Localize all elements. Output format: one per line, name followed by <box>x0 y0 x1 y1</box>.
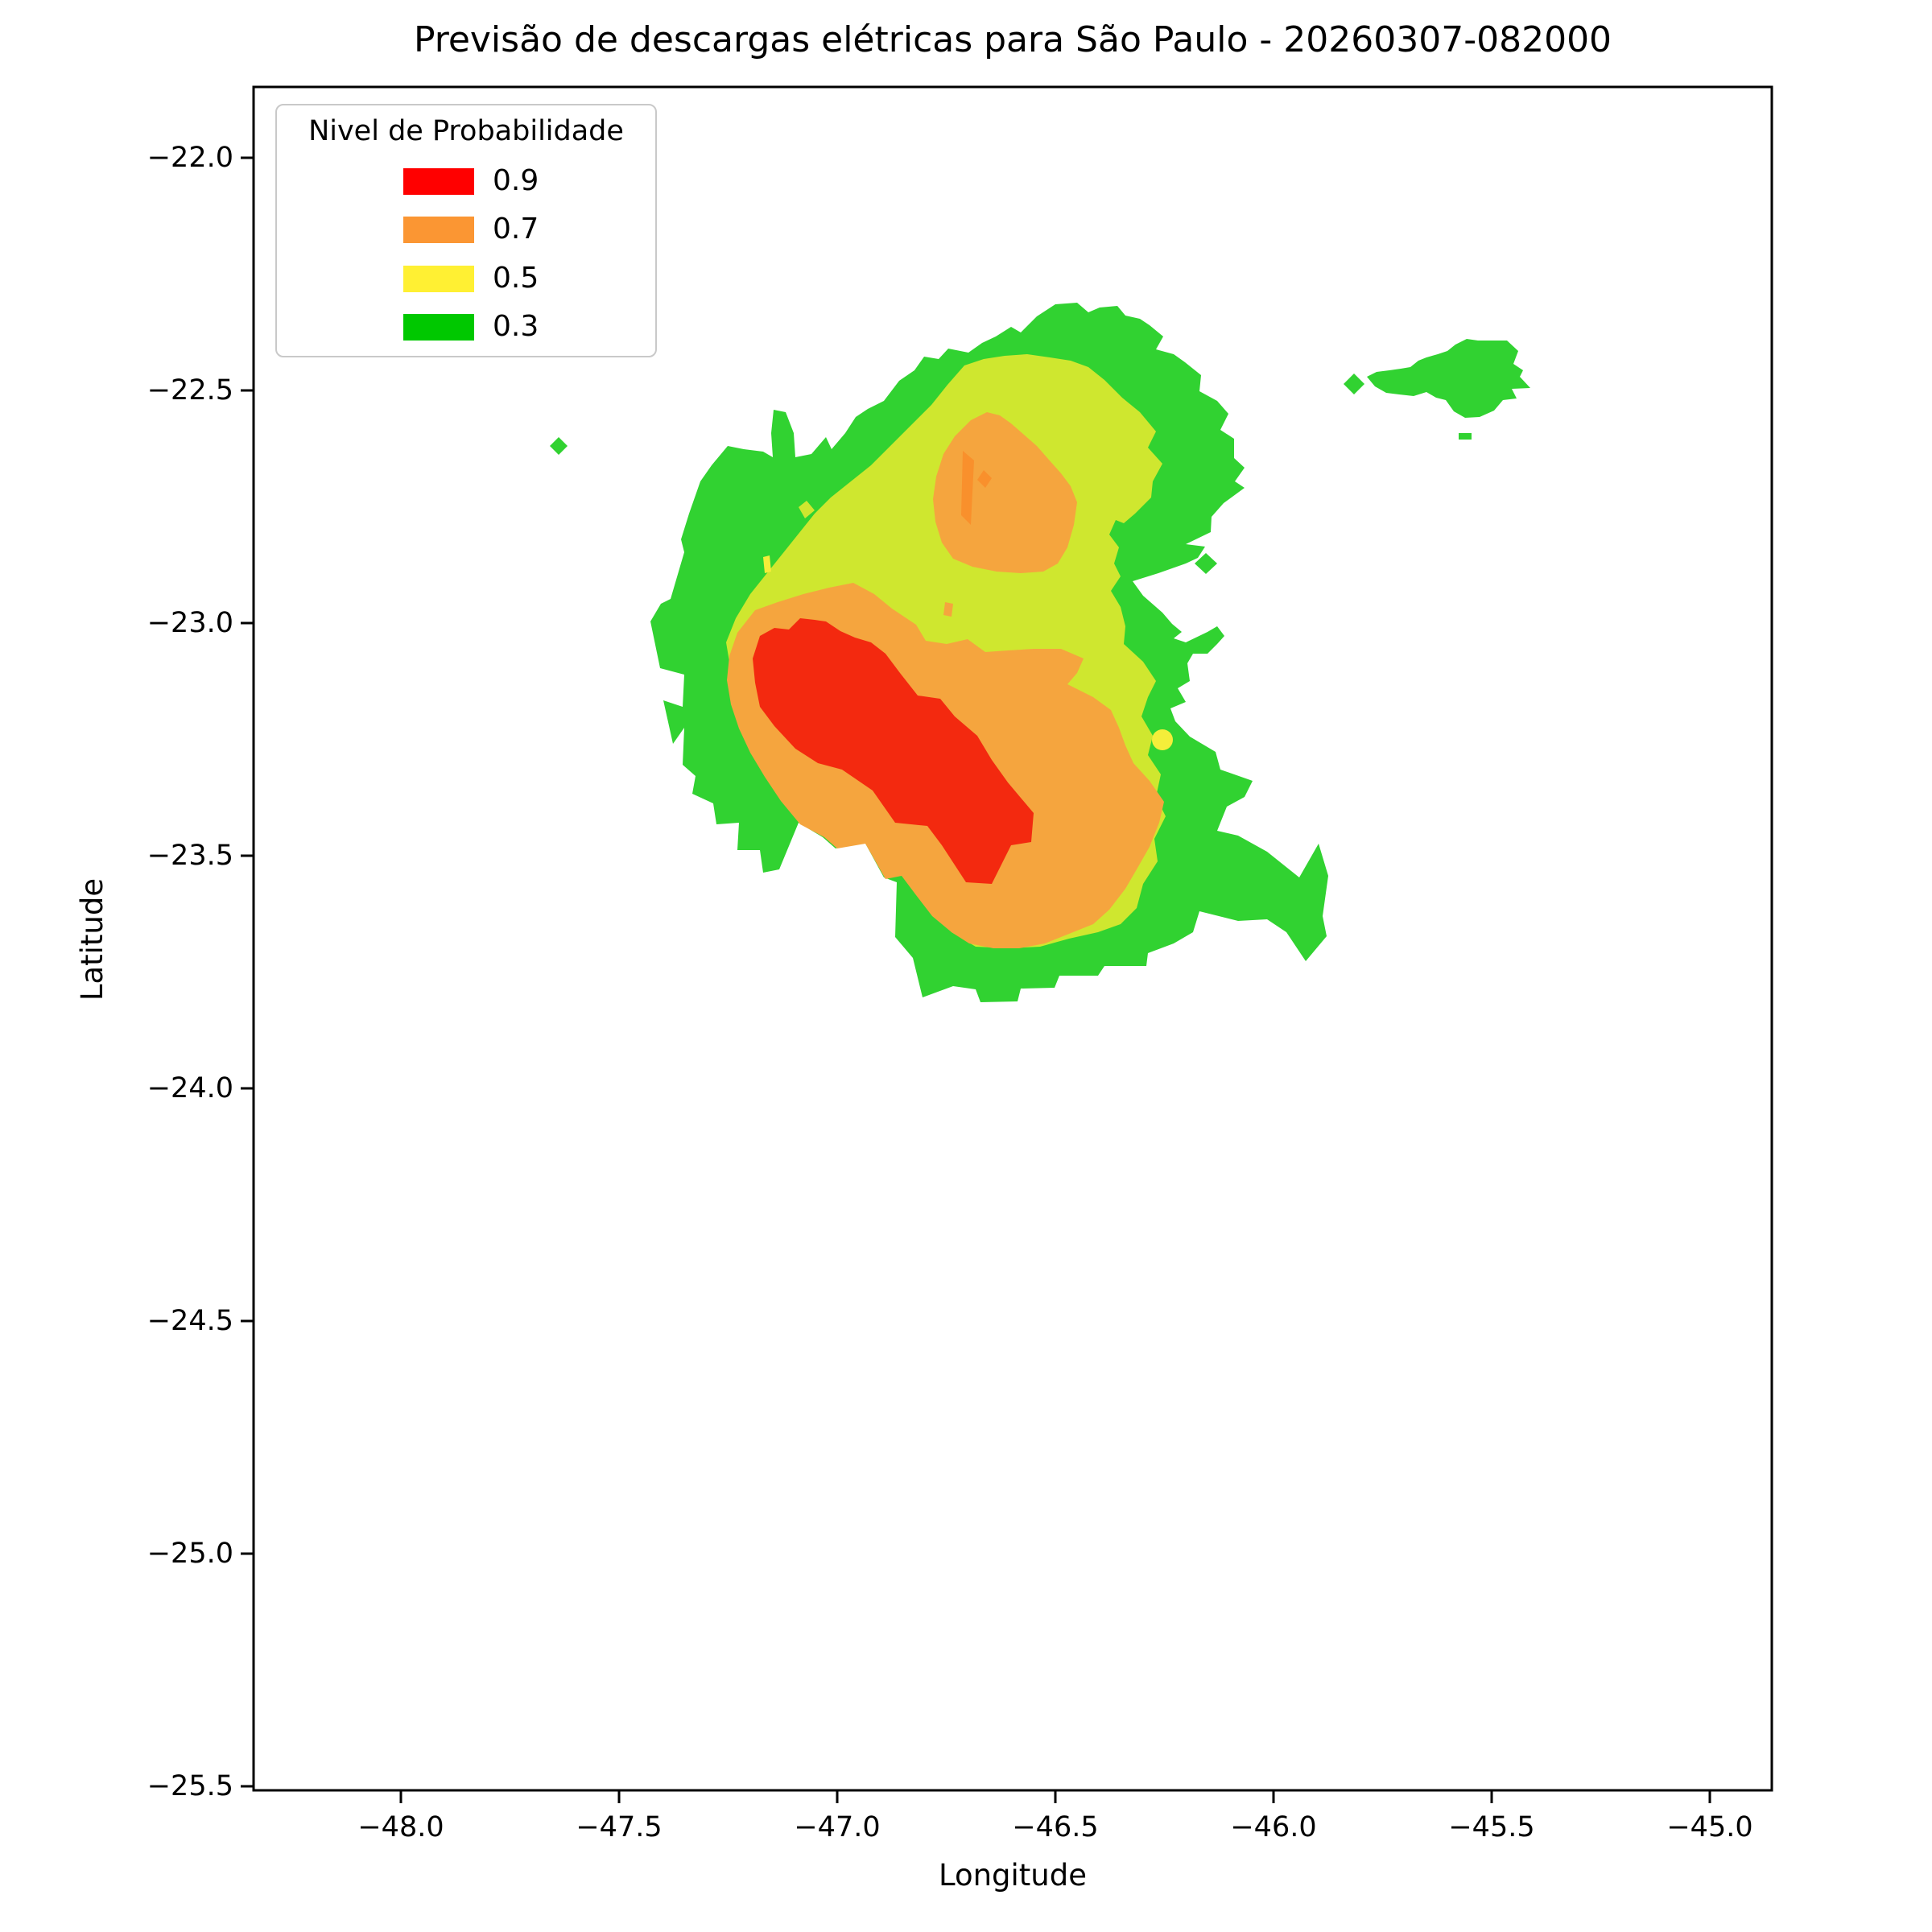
green-speck-diamond <box>1344 374 1364 394</box>
x-axis-label: Longitude <box>938 1858 1088 1893</box>
yellow-sliver <box>763 555 771 573</box>
y-tick-label: −22.0 <box>147 142 233 174</box>
x-tick-label: −46.5 <box>1012 1811 1099 1843</box>
y-tick-label: −24.5 <box>147 1305 233 1337</box>
green-speck-dash <box>1459 433 1472 440</box>
y-tick-label: −23.5 <box>147 840 233 872</box>
y-tick-label: −25.5 <box>147 1770 233 1802</box>
x-tick-label: −46.0 <box>1230 1811 1317 1843</box>
legend-box: Nivel de Probabilidade 0.9 0.7 0.5 0.3 <box>275 104 657 357</box>
legend-swatch-0-9 <box>403 168 474 195</box>
contour-band-0-9 <box>753 618 1034 884</box>
legend-swatch-0-5 <box>403 266 474 292</box>
legend-label-0-5: 0.5 <box>493 262 539 295</box>
legend-label-0-9: 0.9 <box>493 164 539 197</box>
page-title: Previsão de descargas elétricas para São… <box>413 19 1612 60</box>
axes-frame <box>252 85 1773 1792</box>
y-axis-label: Latitude <box>75 877 109 1001</box>
y-tick-label: −25.0 <box>147 1538 233 1570</box>
legend-title: Nivel de Probabilidade <box>308 115 624 147</box>
orange-speck <box>943 602 953 617</box>
contour-band-0-7-upper <box>933 412 1077 573</box>
legend-label-0-7: 0.7 <box>493 213 539 246</box>
yellow-dot-marker <box>1152 729 1173 750</box>
green-speck-diamond <box>1195 553 1217 574</box>
x-tick-label: −45.5 <box>1448 1811 1535 1843</box>
y-tick-label: −23.0 <box>147 607 233 639</box>
x-tick-label: −47.5 <box>576 1811 663 1843</box>
x-tick-label: −45.0 <box>1666 1811 1753 1843</box>
legend-swatch-0-7 <box>403 217 474 243</box>
dark-orange-sliver <box>961 451 974 525</box>
y-tick-label: −22.5 <box>147 374 233 407</box>
legend-swatch-0-3 <box>403 314 474 341</box>
x-tick-label: −48.0 <box>357 1811 444 1843</box>
y-tick-marks <box>241 156 254 1788</box>
legend-label-0-3: 0.3 <box>493 310 539 343</box>
x-tick-marks <box>399 1790 1711 1803</box>
y-tick-label: −24.0 <box>147 1072 233 1104</box>
contour-island-0-3 <box>1367 339 1530 418</box>
x-tick-label: −47.0 <box>794 1811 881 1843</box>
chartreuse-sliver <box>799 501 815 518</box>
dark-orange-sliver <box>977 470 992 488</box>
green-speck-diamond <box>550 437 568 455</box>
